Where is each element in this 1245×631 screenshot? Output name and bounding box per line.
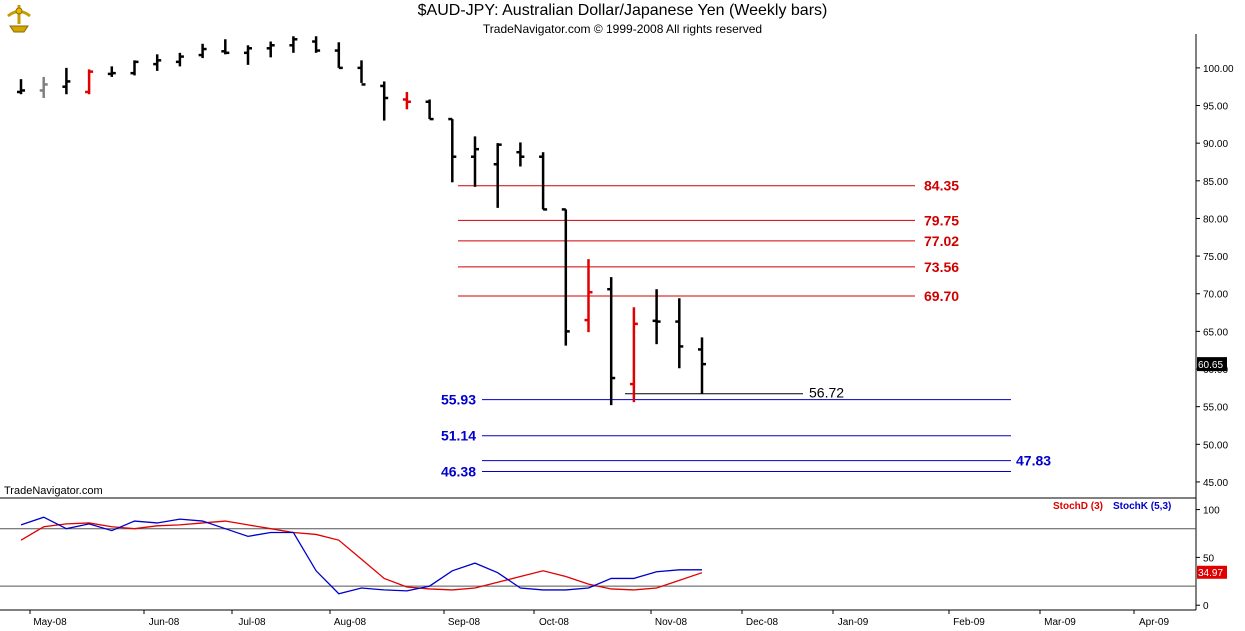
price-y-tick-label: 70.00 — [1203, 290, 1228, 301]
fib-label-blue-right: 47.83 — [1016, 453, 1051, 469]
ohlc-bar — [448, 117, 457, 183]
chart-frame — [0, 34, 1197, 611]
stoch-series-line — [20, 520, 703, 591]
price-y-tick-label: 65.00 — [1203, 327, 1228, 338]
x-tick-label: Feb-09 — [953, 617, 985, 628]
ohlc-bars — [17, 36, 706, 406]
last-price-label: 60.65 — [1198, 360, 1223, 371]
x-tick-label: Sep-08 — [448, 617, 481, 628]
ohlc-bar — [607, 277, 616, 406]
ohlc-bar — [39, 76, 48, 98]
ohlc-bar — [62, 67, 71, 95]
stoch-last-label: 34.97 — [1198, 568, 1223, 579]
ohlc-bar — [652, 289, 661, 345]
x-tick-label: Mar-09 — [1044, 617, 1076, 628]
stoch-series-line — [20, 516, 702, 595]
ohlc-bar — [539, 152, 548, 211]
stoch-y-tick-label: 50 — [1203, 553, 1215, 564]
watermark: TradeNavigator.com — [4, 485, 103, 497]
price-y-tick-label: 60.00 — [1203, 365, 1228, 376]
ohlc-bar — [698, 337, 706, 394]
stoch-y-tick-label: 0 — [1203, 601, 1209, 612]
ohlc-bar — [266, 41, 275, 58]
ohlc-bar — [402, 91, 411, 110]
ohlc-bar — [471, 136, 479, 187]
stochastic-panel: 100 50 0 StochD (3) StochK (5,3) 34.97 — [0, 501, 1227, 612]
x-tick-label: Oct-08 — [539, 617, 569, 628]
ohlc-bar — [85, 69, 94, 95]
chart-title: $AUD-JPY: Australian Dollar/Japanese Yen… — [417, 2, 828, 19]
ohlc-bar — [130, 60, 139, 76]
price-y-tick-label: 55.00 — [1203, 403, 1228, 414]
ohlc-bar — [107, 66, 116, 77]
price-y-tick-label: 75.00 — [1203, 252, 1228, 263]
price-y-tick-label: 100.00 — [1203, 64, 1234, 75]
x-tick-label: May-08 — [33, 617, 67, 628]
ohlc-bar — [175, 52, 184, 67]
x-tick-label: Jun-08 — [149, 617, 180, 628]
ohlc-bar — [357, 60, 366, 86]
price-y-tick-label: 90.00 — [1203, 139, 1228, 150]
stoch-legend-k: StochK (5,3) — [1113, 501, 1171, 512]
fib-label-blue: 46.38 — [441, 464, 476, 480]
price-y-tick-label: 95.00 — [1203, 102, 1228, 113]
fib-label-red: 77.02 — [924, 233, 959, 249]
trade-navigator-logo-icon — [2, 2, 36, 36]
ohlc-bar — [380, 81, 389, 121]
fib-label-blue: 55.93 — [441, 392, 476, 408]
fibonacci-lines: 84.35 79.75 77.02 73.56 69.70 55.93 51.14 46.38… — [441, 178, 1051, 480]
fib-label-blue: 51.14 — [441, 428, 476, 444]
ohlc-bar — [198, 43, 207, 59]
ohlc-bar — [289, 36, 298, 53]
ohlc-bar — [244, 45, 252, 65]
price-y-axis: 100.00 95.00 90.00 85.00 80.00 75.00 70.00 65.0… — [1196, 64, 1234, 489]
x-tick-label: Nov-08 — [655, 617, 688, 628]
stoch-y-tick-label: 100 — [1203, 506, 1220, 517]
x-tick-label: Jan-09 — [838, 617, 869, 628]
stoch-legend-d: StochD (3) — [1053, 501, 1103, 512]
price-y-tick-label: 50.00 — [1203, 440, 1228, 451]
x-axis: May-08 Jun-08 Jul-08 Aug-08 Sep-08 Oct-08 Nov-… — [29, 610, 1169, 628]
ohlc-bar — [312, 36, 321, 53]
fib-label-red: 73.56 — [924, 259, 959, 275]
fib-label-red: 84.35 — [924, 178, 959, 194]
ohlc-bar — [425, 99, 434, 121]
ohlc-bar — [153, 54, 162, 71]
chart-subtitle: TradeNavigator.com © 1999-2008 All right… — [482, 22, 763, 36]
ohlc-bar — [17, 79, 25, 95]
ohlc-bar — [493, 143, 502, 208]
stoch-last-box — [1197, 565, 1227, 579]
ohlc-bar — [334, 42, 343, 70]
ohlc-bar — [629, 307, 638, 403]
ohlc-bar — [516, 142, 525, 167]
x-tick-label: Apr-09 — [1139, 617, 1169, 628]
ohlc-bar — [584, 259, 593, 333]
ohlc-bar — [561, 208, 570, 346]
x-tick-label: Jul-08 — [238, 617, 266, 628]
x-tick-label: Aug-08 — [334, 617, 367, 628]
ohlc-bar — [221, 39, 230, 55]
fib-label-red: 79.75 — [924, 212, 959, 228]
price-y-tick-label: 45.00 — [1203, 478, 1228, 489]
fib-label-red: 69.70 — [924, 288, 959, 304]
x-tick-label: Dec-08 — [746, 617, 779, 628]
price-y-tick-label: 85.00 — [1203, 177, 1228, 188]
ohlc-bar — [675, 298, 684, 369]
price-y-tick-label: 80.00 — [1203, 214, 1228, 225]
low-marker-label: 56.72 — [809, 385, 844, 401]
last-price-box — [1197, 357, 1227, 372]
